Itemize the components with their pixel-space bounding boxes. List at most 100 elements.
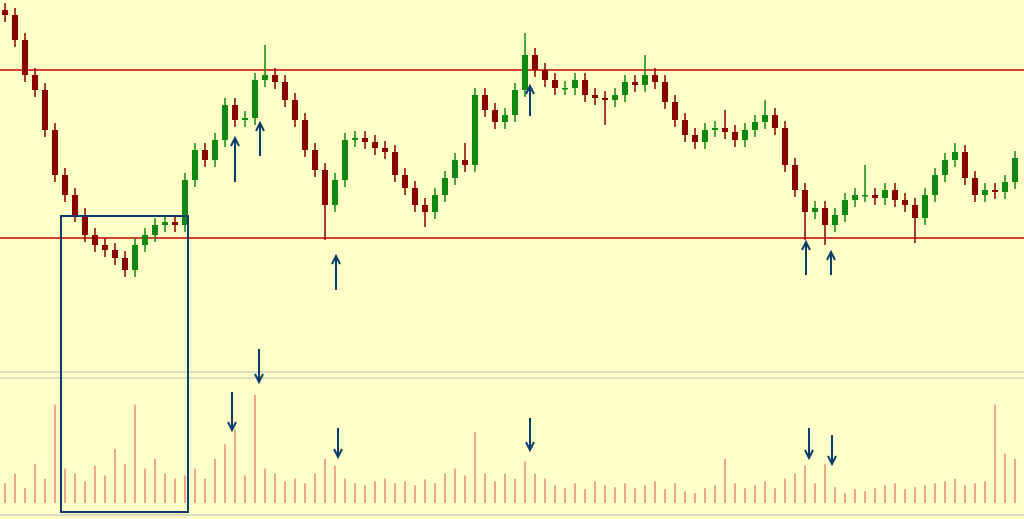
candle-body xyxy=(732,132,738,140)
candle-body xyxy=(222,105,228,140)
candle-body xyxy=(642,75,648,85)
candle-body xyxy=(382,148,388,152)
candle-body xyxy=(252,80,258,118)
candle-body xyxy=(162,222,168,225)
candle-body xyxy=(192,150,198,180)
candle-body xyxy=(582,80,588,95)
candle-body xyxy=(362,138,368,142)
candle-body xyxy=(1012,158,1018,182)
candle-body xyxy=(482,95,488,110)
candle-body xyxy=(742,130,748,140)
candle-body xyxy=(12,15,18,40)
candle-body xyxy=(562,88,568,90)
candle-body xyxy=(612,95,618,100)
candle-body xyxy=(422,205,428,212)
up-arrow xyxy=(331,253,341,290)
down-arrow xyxy=(254,349,264,385)
candle-body xyxy=(372,142,378,148)
candle-body xyxy=(722,128,728,132)
candle-body xyxy=(412,188,418,205)
up-arrow xyxy=(230,135,240,182)
candle-body xyxy=(122,258,128,270)
candle-body xyxy=(142,235,148,245)
candle-body xyxy=(432,195,438,212)
candle-body xyxy=(92,235,98,245)
candle-body xyxy=(832,215,838,225)
candle-body xyxy=(532,55,538,70)
candle-body xyxy=(22,40,28,75)
candle-body xyxy=(102,245,108,250)
candle-body xyxy=(782,128,788,165)
candle-body xyxy=(202,150,208,160)
up-arrow xyxy=(525,83,535,116)
candle-body xyxy=(852,195,858,200)
candle-body xyxy=(942,160,948,175)
candle-body xyxy=(232,105,238,120)
candle-body xyxy=(702,130,708,142)
candle-body xyxy=(842,200,848,215)
candle-body xyxy=(652,75,658,82)
candle-body xyxy=(152,225,158,235)
up-arrow xyxy=(826,249,836,275)
down-arrow xyxy=(804,428,814,461)
candle-body xyxy=(32,75,38,90)
candle-body xyxy=(112,250,118,258)
down-arrows xyxy=(227,349,837,467)
candle-body xyxy=(62,175,68,195)
candle-body xyxy=(52,130,58,175)
candle-body xyxy=(712,128,718,130)
candle-body xyxy=(672,102,678,120)
candle-body xyxy=(602,98,608,100)
candle-body xyxy=(662,82,668,102)
candle-body xyxy=(262,75,268,80)
candle-body xyxy=(282,82,288,100)
candle-body xyxy=(452,160,458,178)
candle-body xyxy=(872,195,878,198)
candle-body xyxy=(542,70,548,80)
candle-body xyxy=(982,190,988,195)
candle-body xyxy=(792,165,798,190)
candle-body xyxy=(72,195,78,215)
candle-body xyxy=(592,95,598,98)
candle-body xyxy=(402,175,408,188)
candle-body xyxy=(462,160,468,165)
candle-body xyxy=(2,10,8,15)
candle-body xyxy=(1002,182,1008,192)
up-arrow xyxy=(801,239,811,275)
down-arrow xyxy=(525,418,535,453)
candle-body xyxy=(312,150,318,170)
candle-body xyxy=(952,152,958,160)
candle-body xyxy=(522,55,528,90)
candle-body xyxy=(912,205,918,218)
candle-body xyxy=(802,190,808,212)
candle-body xyxy=(172,222,178,225)
candle-body xyxy=(242,118,248,120)
candle-body xyxy=(572,80,578,88)
candle-body xyxy=(392,152,398,175)
candle-body xyxy=(132,245,138,270)
candle-body xyxy=(292,100,298,120)
candle-body xyxy=(992,190,998,192)
candle-body xyxy=(182,180,188,225)
candle-body xyxy=(752,122,758,130)
candle-body xyxy=(302,120,308,150)
candle-body xyxy=(972,178,978,195)
candle-body xyxy=(322,170,328,205)
candle-body xyxy=(212,140,218,160)
candle-body xyxy=(682,120,688,135)
candle-body xyxy=(772,115,778,128)
up-arrows xyxy=(230,83,836,290)
candle-body xyxy=(692,135,698,142)
candle-body xyxy=(42,90,48,130)
candle-body xyxy=(342,140,348,180)
candle-body xyxy=(472,95,478,165)
candle-body xyxy=(552,80,558,88)
candle-body xyxy=(962,152,968,178)
candle-body xyxy=(902,200,908,205)
candle-body xyxy=(922,195,928,218)
down-arrow xyxy=(227,392,237,433)
candle-body xyxy=(442,178,448,195)
